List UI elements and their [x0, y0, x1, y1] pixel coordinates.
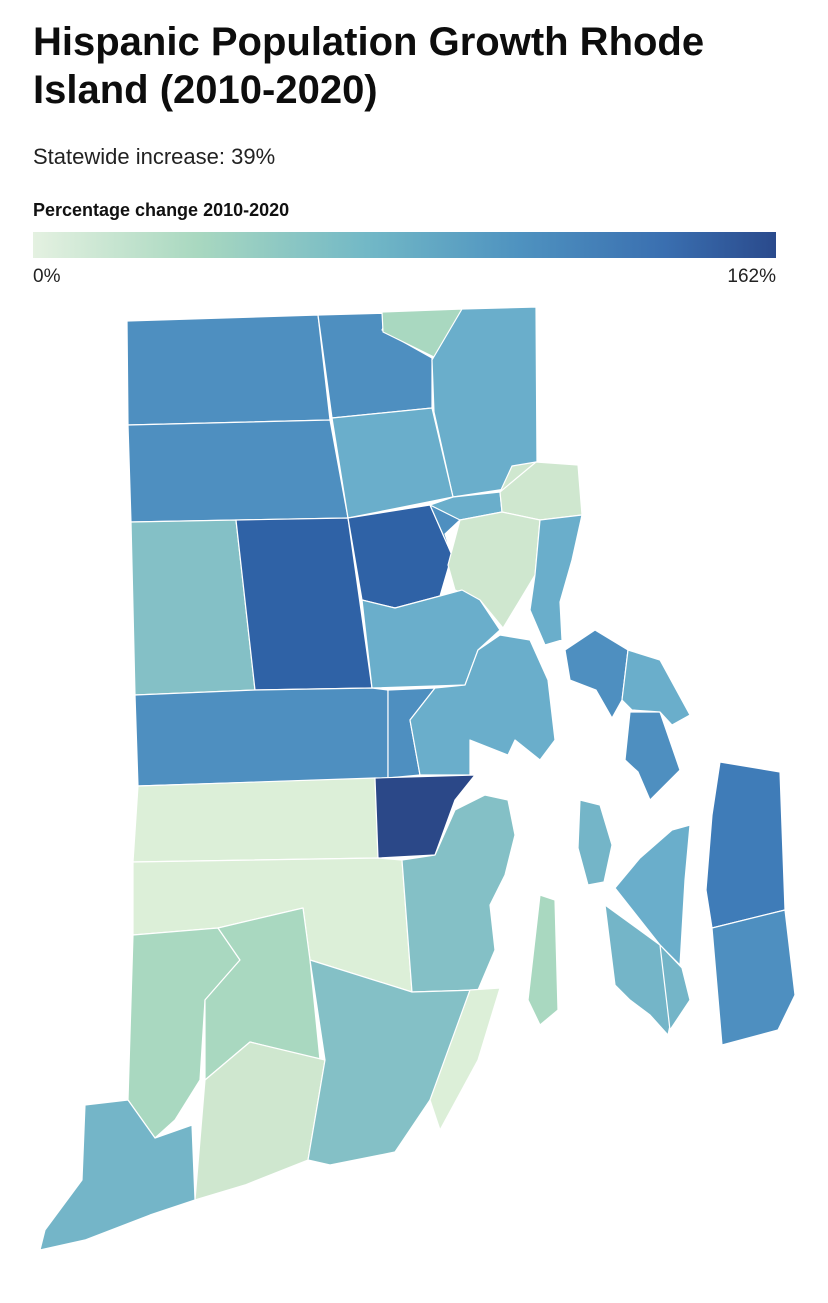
- legend-title: Percentage change 2010-2020: [33, 200, 290, 220]
- town-region-narragansett: [429, 987, 501, 1131]
- town-region-scituate: [235, 517, 373, 691]
- town-region-south-kingstown: [307, 959, 479, 1166]
- page-title: Hispanic Population Growth Rhode Island …: [33, 20, 705, 112]
- town-region-westerly: [39, 1099, 196, 1251]
- town-region-little-compton: [711, 909, 796, 1046]
- town-region-tiverton: [705, 761, 786, 929]
- town-region-west-greenwich: [132, 777, 379, 863]
- town-region-coventry: [134, 687, 389, 787]
- statewide-increase: Statewide increase: 39%: [33, 144, 276, 169]
- town-region-warwick: [409, 634, 556, 776]
- rhode-island-map: [39, 306, 796, 1251]
- town-region-glocester: [127, 419, 349, 523]
- town-region-jamestown: [527, 894, 559, 1026]
- town-region-east-greenwich: [374, 774, 476, 859]
- town-region-prudence-island: [577, 799, 613, 886]
- town-region-foster: [130, 519, 256, 696]
- town-region-providence: [447, 511, 541, 629]
- legend-min-label: 0%: [33, 266, 61, 287]
- legend-color-scale: [33, 232, 776, 258]
- town-region-barrington: [564, 629, 629, 719]
- town-region-cranston: [361, 589, 501, 689]
- town-region-warren: [621, 649, 691, 726]
- town-region-east-providence: [529, 514, 583, 646]
- town-region-north-providence: [429, 504, 461, 556]
- town-region-smithfield: [331, 407, 454, 519]
- town-region-burrillville: [126, 314, 331, 426]
- legend-max-label: 162%: [727, 266, 776, 287]
- town-region-newport: [659, 944, 691, 1031]
